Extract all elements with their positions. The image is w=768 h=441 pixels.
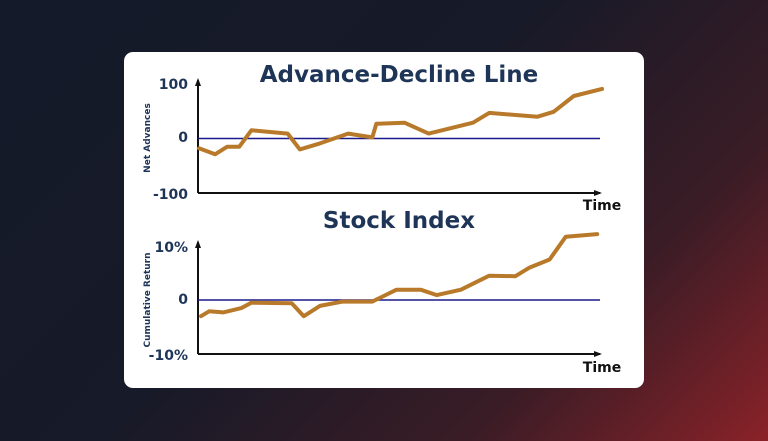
- y-tick-label: 100: [159, 77, 188, 93]
- chart-title: Advance-Decline Line: [260, 62, 539, 88]
- x-axis-label: Time: [583, 198, 621, 214]
- chart-title: Stock Index: [323, 208, 475, 234]
- y-axis-arrow-icon: [195, 240, 201, 248]
- y-tick-label: 0: [178, 292, 188, 308]
- stock-index-chart: Stock Index Cumulative Return Time 10% 0…: [143, 208, 621, 376]
- x-axis-arrow-icon: [594, 190, 602, 196]
- y-tick-label: -10%: [149, 348, 188, 364]
- y-tick-label: 0: [178, 130, 188, 146]
- y-tick-label: -100: [153, 187, 188, 203]
- y-axis-label: Net Advances: [143, 103, 153, 173]
- series-line: [199, 232, 600, 319]
- y-axis-arrow-icon: [195, 78, 201, 86]
- series-line: [197, 86, 604, 157]
- y-axis-label: Cumulative Return: [143, 252, 153, 347]
- y-tick-label: 10%: [154, 240, 188, 256]
- x-axis-label: Time: [583, 360, 621, 376]
- advance-decline-chart: Advance-Decline Line Net Advances Time 1…: [143, 62, 621, 214]
- x-axis-arrow-icon: [594, 351, 602, 357]
